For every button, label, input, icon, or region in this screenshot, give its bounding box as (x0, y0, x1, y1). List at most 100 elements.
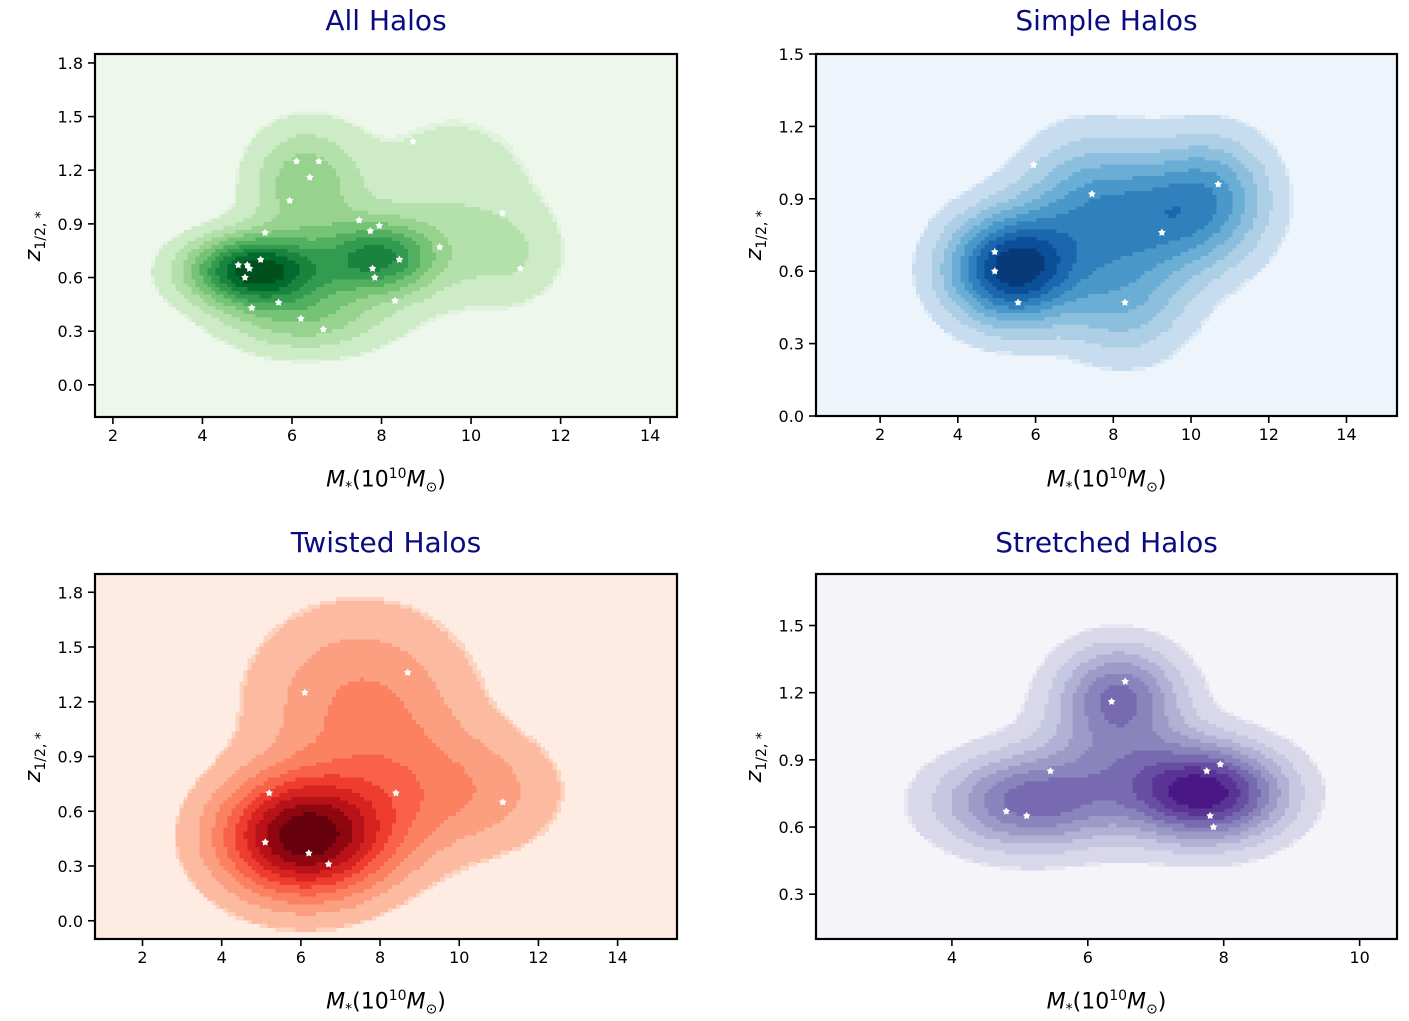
x-axis-label: M*(1010M⊙) (1046, 466, 1167, 496)
data-point (375, 221, 384, 229)
y-tick-label: 0.0 (779, 407, 804, 426)
data-point (234, 261, 243, 269)
data-point (1046, 767, 1055, 775)
data-point (990, 247, 999, 256)
y-tick-label: 0.9 (779, 190, 804, 209)
density-contours (175, 597, 566, 932)
data-point (371, 273, 379, 281)
data-point (319, 325, 328, 333)
data-point (1209, 823, 1218, 831)
data-point (324, 860, 333, 868)
data-point (285, 196, 294, 204)
y-tick-label: 0.3 (58, 857, 83, 876)
x-tick-label: 8 (375, 948, 385, 967)
y-tick-label: 1.8 (58, 54, 83, 73)
data-point (1202, 767, 1211, 775)
density-contours (151, 111, 566, 365)
data-point (1214, 180, 1223, 188)
data-point (245, 264, 254, 272)
data-point (1121, 677, 1129, 685)
x-axis-label: M*(1010M⊙) (326, 466, 446, 496)
data-point (274, 298, 283, 306)
data-point (409, 137, 417, 145)
density-contours (904, 623, 1326, 871)
data-point (392, 789, 400, 797)
x-tick-label: 10 (461, 426, 481, 445)
y-tick-label: 0.0 (58, 376, 83, 395)
y-tick-label: 0.9 (779, 751, 804, 770)
y-tick-label: 0.6 (779, 262, 804, 281)
axes-frame (814, 52, 1399, 418)
x-tick-label: 6 (287, 426, 297, 445)
x-tick-label: 8 (376, 426, 386, 445)
axes-frame (814, 572, 1399, 941)
x-tick-label: 10 (449, 948, 469, 967)
data-point (1002, 807, 1011, 815)
data-point (366, 227, 375, 235)
chart-title: Stretched Halos (995, 526, 1218, 559)
data-point (1029, 161, 1038, 169)
x-tick-label: 2 (875, 425, 885, 444)
y-tick-label: 1.2 (779, 117, 804, 136)
chart-title: Simple Halos (1015, 4, 1198, 37)
data-point (265, 789, 274, 797)
x-tick-label: 6 (296, 948, 306, 967)
data-point (1121, 298, 1129, 306)
x-tick-label: 14 (607, 948, 627, 967)
data-point (391, 296, 399, 304)
data-point (435, 243, 444, 251)
x-axis-label: M*(1010M⊙) (326, 988, 446, 1018)
data-point (1088, 189, 1096, 198)
y-tick-label: 1.5 (58, 108, 83, 127)
y-tick-label: 0.3 (779, 335, 804, 354)
data-point (1014, 298, 1022, 306)
x-tick-label: 12 (1259, 425, 1279, 444)
x-tick-label: 6 (1083, 948, 1093, 967)
data-point (292, 157, 301, 165)
data-point (315, 157, 323, 165)
data-point (368, 264, 377, 272)
kde-plot: 2 4 6 8 10 12 14 0.0 0.3 0.6 0.9 1.2 1.5 (779, 45, 1399, 444)
data-point (247, 303, 256, 312)
chart-title: All Halos (325, 4, 447, 37)
kde-plot: 2 4 6 8 10 12 14 0.0 0.3 0.6 0.9 1.2 1.5 1.8 (58, 52, 679, 445)
data-point (261, 228, 269, 237)
data-point (403, 668, 412, 676)
y-tick-label: 1.5 (779, 617, 804, 636)
density-contours (912, 114, 1294, 371)
data-point (304, 849, 313, 857)
y-tick-label: 0.9 (58, 748, 83, 767)
x-tick-label: 2 (108, 426, 118, 445)
data-point (1158, 228, 1166, 236)
x-tick-label: 12 (550, 426, 570, 445)
data-point (1206, 811, 1214, 820)
data-point (1216, 760, 1225, 768)
x-tick-label: 4 (217, 948, 227, 967)
y-tick-label: 1.2 (58, 161, 83, 180)
data-point (498, 209, 507, 217)
y-tick-label: 0.6 (779, 818, 804, 837)
data-point (306, 173, 314, 181)
data-point (395, 255, 404, 263)
x-tick-label: 10 (1181, 425, 1201, 444)
data-point (256, 255, 265, 263)
y-tick-label: 1.8 (58, 583, 83, 602)
y-tick-label: 0.3 (58, 322, 83, 341)
data-point (516, 264, 525, 272)
data-point (297, 314, 305, 322)
x-axis-label: M*(1010M⊙) (1046, 988, 1167, 1018)
x-tick-label: 10 (1349, 948, 1369, 967)
data-point (1022, 811, 1031, 820)
x-tick-label: 2 (137, 948, 147, 967)
x-tick-label: 8 (1219, 948, 1229, 967)
y-tick-label: 1.5 (779, 45, 804, 64)
x-tick-label: 4 (953, 425, 963, 444)
data-point (301, 688, 309, 696)
axes-frame (93, 52, 679, 419)
y-tick-label: 1.2 (58, 693, 83, 712)
x-tick-label: 8 (1108, 425, 1118, 444)
y-tick-label: 1.2 (779, 684, 804, 703)
kde-plot: 2 4 6 8 10 12 14 0.0 0.3 0.6 0.9 1.2 1.5 1.8 (58, 572, 679, 967)
chart-title: Twisted Halos (290, 526, 482, 559)
